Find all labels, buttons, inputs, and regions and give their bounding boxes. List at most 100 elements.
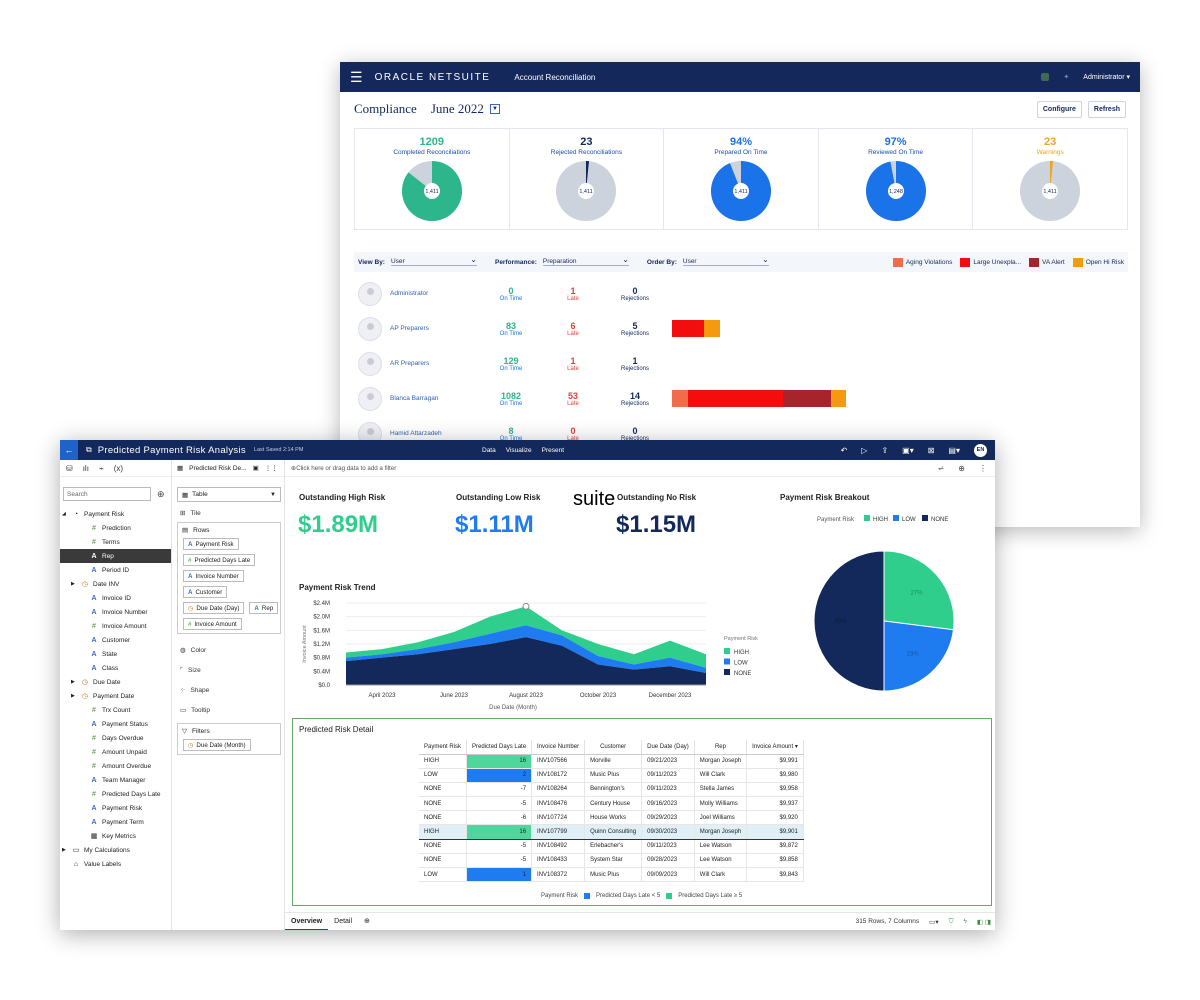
user-row[interactable]: AP Preparers 83 On Time 6 Late 5 Rejections bbox=[354, 311, 1128, 346]
user-name[interactable]: AR Preparers bbox=[390, 360, 430, 367]
shield-icon[interactable]: ⛉ bbox=[948, 917, 954, 925]
tree-item[interactable]: # Amount Overdue bbox=[60, 759, 171, 773]
hover-point[interactable] bbox=[522, 602, 530, 610]
tree-item[interactable]: ◢ ◔ Payment Risk bbox=[60, 507, 171, 521]
filter-bar[interactable]: ⊕ Click here or drag data to add a filte… bbox=[285, 460, 995, 477]
column-header[interactable]: Invoice Number bbox=[531, 740, 586, 755]
expand-caret-icon[interactable]: ◢ bbox=[62, 511, 66, 517]
more-icon[interactable]: ⋮ bbox=[979, 463, 987, 473]
tree-item[interactable]: A Customer bbox=[60, 633, 171, 647]
order-by-select[interactable]: User bbox=[682, 255, 769, 266]
tree-item[interactable]: A Payment Risk bbox=[60, 801, 171, 815]
tree-item[interactable]: A Payment Term bbox=[60, 815, 171, 829]
user-row[interactable]: Blanca Barragan 1082 On Time 53 Late 14 Reject… bbox=[354, 381, 1128, 416]
table-row[interactable]: NONE -6 INV107724 House Works 09/29/2023 Joel… bbox=[419, 810, 804, 826]
tooltip-section[interactable]: ▭ Tooltip bbox=[180, 706, 284, 715]
add-canvas-icon[interactable]: ⊕ bbox=[364, 917, 370, 925]
row-chip[interactable]: ◷ Due Date (Day) bbox=[183, 602, 245, 614]
data-tab-icon[interactable]: ⛁ bbox=[66, 463, 73, 473]
performance-select[interactable]: Preparation bbox=[542, 255, 629, 266]
expression-tab-icon[interactable]: (x) bbox=[113, 463, 124, 473]
row-chip[interactable]: # Predicted Days Late bbox=[183, 554, 256, 566]
tree-item[interactable]: A State bbox=[60, 647, 171, 661]
tab-present[interactable]: Present bbox=[541, 446, 565, 454]
table-row[interactable]: NONE -5 INV108492 Erlebacher's 09/11/2023 Lee… bbox=[419, 839, 804, 854]
tree-item[interactable]: A Payment Status bbox=[60, 717, 171, 731]
pie-slice-high[interactable] bbox=[883, 550, 955, 631]
table-row[interactable]: LOW 2 INV108172 Music Plus 09/11/2023 Will Cl… bbox=[419, 768, 804, 783]
canvas-name[interactable]: Predicted Risk De... bbox=[189, 464, 247, 472]
column-header[interactable]: Customer bbox=[584, 740, 643, 755]
share-icon[interactable]: ⇪ bbox=[881, 445, 889, 455]
filter-toggle-icon[interactable]: ⩫ bbox=[937, 463, 945, 473]
user-menu[interactable]: Administrator ▾ bbox=[1083, 74, 1130, 81]
insights-icon[interactable]: ϟ bbox=[963, 918, 967, 925]
user-row[interactable]: Administrator 0 On Time 1 Late 0 Rejections bbox=[354, 276, 1128, 311]
filters-drop-zone[interactable]: ▽ Filters ◷ Due Date (Month) bbox=[177, 723, 281, 755]
column-header[interactable]: Payment Risk bbox=[419, 740, 468, 755]
column-header[interactable]: Rep bbox=[694, 740, 748, 755]
user-name[interactable]: AP Preparers bbox=[390, 325, 429, 332]
analytics-tab-icon[interactable]: ⌁ bbox=[98, 463, 104, 473]
pie-slice-none[interactable] bbox=[813, 550, 885, 692]
tree-item[interactable]: # Amount Unpaid bbox=[60, 745, 171, 759]
tree-item[interactable]: # Invoice Amount bbox=[60, 619, 171, 633]
expand-caret-icon[interactable]: ▶ bbox=[71, 679, 75, 685]
expand-caret-icon[interactable]: ▶ bbox=[71, 581, 75, 587]
table-row[interactable]: NONE -5 INV108476 Century House 09/16/2023 Mo… bbox=[419, 796, 804, 812]
tab-data[interactable]: Data bbox=[482, 446, 496, 454]
tree-item[interactable]: ▶ ◷ Due Date bbox=[60, 675, 171, 689]
present-icon[interactable]: ▣▾ bbox=[902, 445, 914, 455]
tree-item[interactable]: # Predicted Days Late bbox=[60, 787, 171, 801]
table-row[interactable]: NONE -7 INV108264 Bennington's 09/11/2023 Ste… bbox=[419, 782, 804, 798]
row-chip[interactable]: A Customer bbox=[183, 586, 228, 598]
save-icon[interactable]: ▤▾ bbox=[948, 445, 960, 455]
tree-item[interactable]: A Rep bbox=[60, 549, 171, 563]
size-section[interactable]: ⌜ Size bbox=[180, 666, 284, 675]
menu-icon[interactable]: ☰ bbox=[350, 68, 363, 85]
row-chip[interactable]: # Invoice Amount bbox=[183, 618, 242, 630]
pin-icon[interactable]: ✦ bbox=[1063, 74, 1070, 81]
table-row[interactable]: LOW 1 INV108372 Music Plus 09/09/2023 Will Cl… bbox=[419, 867, 804, 883]
configure-button[interactable]: Configure bbox=[1036, 100, 1082, 118]
layout-icon[interactable]: ▭▾ bbox=[929, 918, 939, 926]
tree-item[interactable]: A Period ID bbox=[60, 563, 171, 577]
table-row[interactable]: NONE -5 INV108433 System Star 09/28/2023 Lee … bbox=[419, 853, 804, 869]
user-name[interactable]: Administrator bbox=[390, 290, 429, 297]
row-chip[interactable]: A Invoice Number bbox=[183, 570, 244, 582]
kpi-tile[interactable]: 23 Warnings 1,411 bbox=[973, 129, 1127, 229]
tree-item[interactable]: ▶ ▭ My Calculations bbox=[60, 843, 171, 857]
tree-item[interactable]: A Invoice ID bbox=[60, 591, 171, 605]
column-header[interactable]: Due Date (Day) bbox=[641, 740, 695, 755]
tree-item[interactable]: A Class bbox=[60, 661, 171, 675]
add-data-icon[interactable]: ⊕ bbox=[157, 489, 165, 499]
viz-tab-icon[interactable]: ılı bbox=[82, 463, 89, 473]
tree-item[interactable]: A Invoice Number bbox=[60, 605, 171, 619]
home-icon[interactable] bbox=[1041, 73, 1050, 81]
grid-icon[interactable]: ⊕ bbox=[958, 463, 965, 473]
table-row[interactable]: HIGH 16 INV107566 Morville 09/21/2023 Morgan … bbox=[419, 754, 804, 769]
canvas-icon[interactable]: ▣ bbox=[252, 465, 259, 472]
viz-type-select[interactable]: ▦ Table ▼ bbox=[177, 487, 281, 502]
view-by-select[interactable]: User bbox=[390, 255, 477, 266]
series-area-none[interactable] bbox=[346, 637, 706, 685]
expand-caret-icon[interactable]: ▶ bbox=[62, 847, 66, 853]
kpi-tile[interactable]: 23 Rejected Reconciliations 1,411 bbox=[510, 129, 665, 229]
add-filter-icon[interactable]: ⊕ bbox=[291, 464, 297, 472]
pie-slice-low[interactable] bbox=[883, 620, 955, 692]
filter-chip[interactable]: ◷ Due Date (Month) bbox=[183, 739, 251, 751]
undo-icon[interactable]: ↶ bbox=[840, 445, 848, 455]
back-arrow-icon[interactable]: ← bbox=[60, 440, 78, 460]
user-row[interactable]: AR Preparers 129 On Time 1 Late 1 Rejections bbox=[354, 346, 1128, 381]
user-name[interactable]: Blanca Barragan bbox=[390, 395, 439, 402]
tab-detail[interactable]: Detail bbox=[334, 917, 353, 925]
tab-visualize[interactable]: Visualize bbox=[505, 446, 532, 454]
search-input[interactable]: Search bbox=[63, 487, 151, 501]
properties-icon[interactable]: ⋮⋮ bbox=[264, 465, 278, 472]
row-chip[interactable]: A Rep bbox=[249, 602, 279, 614]
tab-overview[interactable]: Overview bbox=[285, 913, 329, 930]
kpi-tile[interactable]: 97% Reviewed On Time 1,248 bbox=[819, 129, 974, 229]
tree-item[interactable]: ▶ ◷ Payment Date bbox=[60, 689, 171, 703]
tree-item[interactable]: ⌂ Value Labels bbox=[60, 857, 171, 871]
panel-toggle-icon[interactable]: ◧ ◨ bbox=[976, 918, 991, 926]
